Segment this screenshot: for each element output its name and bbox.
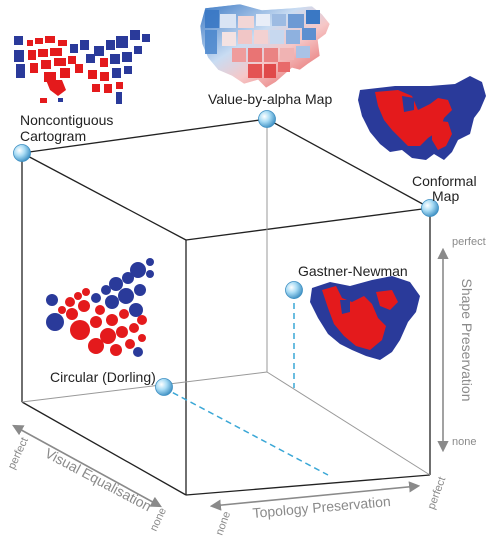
label-gastner-newman: Gastner-Newman [298, 263, 408, 279]
axis-topology-max: perfect [426, 475, 449, 511]
axis-topology-title: Topology Preservation [252, 493, 391, 521]
cube-edge-front-bottom [185, 474, 431, 496]
label-value-by-alpha: Value-by-alpha Map [208, 91, 332, 107]
dorling-map-image [46, 258, 154, 357]
axis-topology-preservation: none perfect Topology Preservation [209, 475, 449, 537]
noncontiguous-map-image [14, 30, 150, 104]
label-noncontiguous-line1: Noncontiguous [20, 112, 113, 128]
node-gastner-newman[interactable] [285, 281, 303, 299]
label-noncontiguous-line2: Cartogram [20, 128, 86, 144]
cube-edge-hidden-bottom-left [21, 371, 268, 403]
value-by-alpha-map-image [199, 3, 331, 89]
axis-visual-max: perfect [6, 436, 31, 472]
label-circular-dorling: Circular (Dorling) [50, 369, 156, 385]
node-conformal[interactable] [421, 199, 439, 217]
label-conformal-line2: Map [432, 188, 459, 204]
axis-visual-equalisation: perfect none Visual Equalisation [6, 424, 169, 533]
axis-shape-title: Shape Preservation [459, 279, 475, 402]
nodes [13, 110, 439, 396]
axis-visual-min: none [148, 506, 169, 533]
axis-shape-max: perfect [452, 236, 486, 248]
cube-edge-right-top [266, 118, 431, 209]
axis-shape-preservation: perfect none Shape Preservation [437, 236, 486, 453]
gastner-newman-map-image [310, 276, 420, 360]
axis-topology-min: none [214, 510, 234, 537]
node-dorling[interactable] [155, 378, 173, 396]
cube-edge-front-top [185, 207, 431, 241]
node-noncontiguous[interactable] [13, 144, 31, 162]
conformal-map-image [358, 76, 486, 160]
cube-edge-left-top [21, 152, 187, 241]
label-conformal-line1: Conformal [412, 173, 477, 189]
node-value-by-alpha[interactable] [258, 110, 276, 128]
cube-edge-back-top [21, 118, 268, 154]
axis-visual-title: Visual Equalisation [42, 445, 154, 515]
projection-line-dorling [163, 387, 329, 476]
cube-edge-hidden-bottom-right [266, 371, 431, 476]
axis-shape-min: none [452, 436, 476, 448]
